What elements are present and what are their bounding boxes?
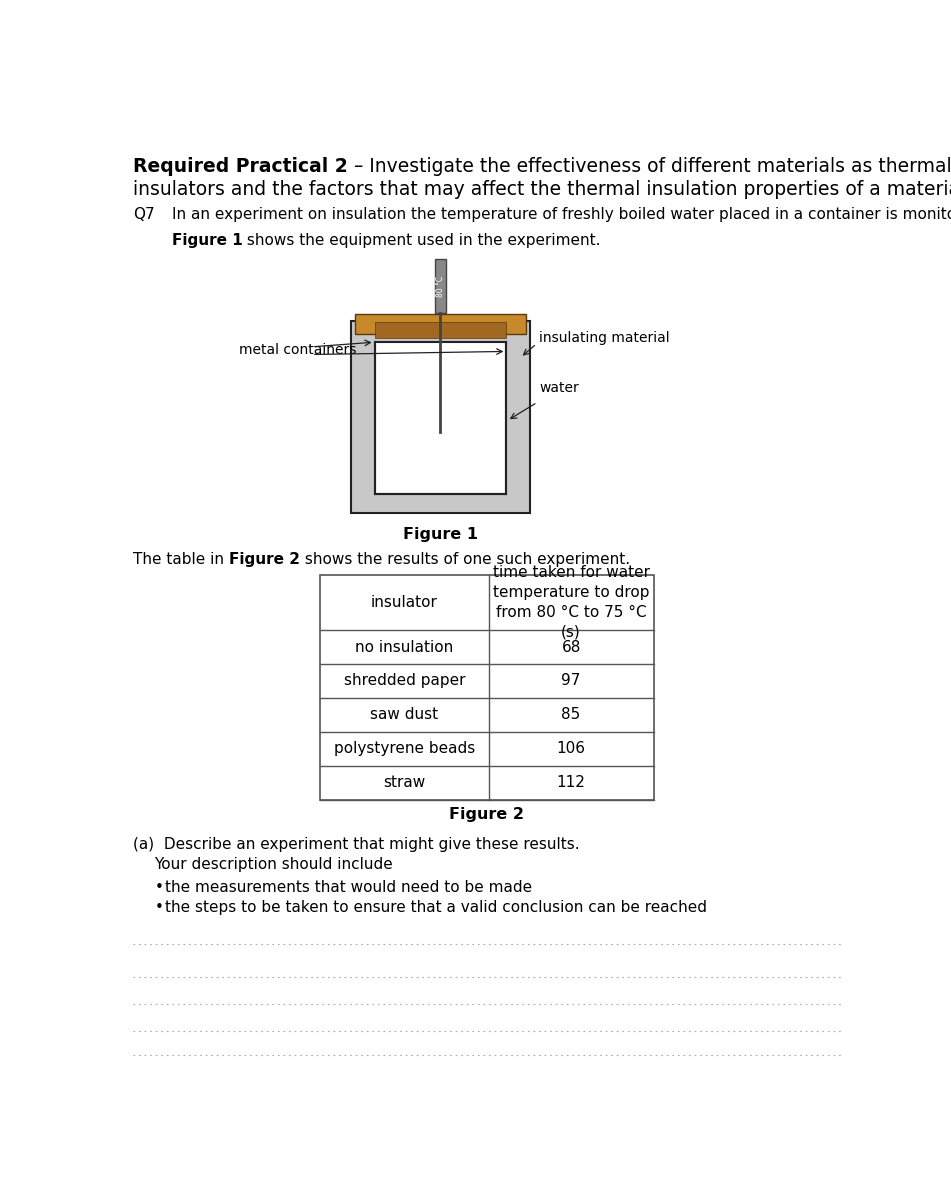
Text: – Investigate the effectiveness of different materials as thermal: – Investigate the effectiveness of diffe… bbox=[347, 158, 951, 176]
Text: 80 °C: 80 °C bbox=[436, 275, 445, 297]
Bar bbox=[356, 315, 526, 335]
Text: 68: 68 bbox=[561, 640, 581, 654]
Text: Figure 2: Figure 2 bbox=[450, 807, 525, 823]
Bar bbox=[351, 321, 530, 513]
Text: shredded paper: shredded paper bbox=[343, 673, 465, 689]
Text: Figure 1: Figure 1 bbox=[403, 527, 478, 542]
Text: Figure 2: Figure 2 bbox=[228, 551, 300, 567]
Text: 106: 106 bbox=[556, 742, 586, 756]
Text: saw dust: saw dust bbox=[370, 707, 438, 722]
Text: metal containers: metal containers bbox=[239, 343, 357, 356]
Bar bbox=[320, 575, 653, 800]
Text: insulating material: insulating material bbox=[539, 330, 670, 344]
Text: Your description should include: Your description should include bbox=[154, 856, 394, 872]
Text: polystyrene beads: polystyrene beads bbox=[334, 742, 476, 756]
Text: (a)  Describe an experiment that might give these results.: (a) Describe an experiment that might gi… bbox=[133, 836, 579, 852]
Text: straw: straw bbox=[383, 775, 426, 791]
Text: the steps to be taken to ensure that a valid conclusion can be reached: the steps to be taken to ensure that a v… bbox=[165, 899, 708, 915]
Text: Figure 1: Figure 1 bbox=[171, 233, 243, 248]
Text: 85: 85 bbox=[561, 707, 581, 722]
Text: no insulation: no insulation bbox=[356, 640, 454, 654]
Text: Q7: Q7 bbox=[133, 207, 154, 222]
Text: Required Practical 2: Required Practical 2 bbox=[133, 158, 347, 176]
Bar bbox=[320, 575, 653, 800]
Text: time taken for water
temperature to drop
from 80 °C to 75 °C
(s): time taken for water temperature to drop… bbox=[493, 566, 650, 640]
Text: 97: 97 bbox=[561, 673, 581, 689]
Text: •: • bbox=[154, 879, 164, 895]
Text: shows the results of one such experiment.: shows the results of one such experiment… bbox=[300, 551, 630, 567]
Text: insulators and the factors that may affect the thermal insulation properties of : insulators and the factors that may affe… bbox=[133, 181, 951, 200]
Text: In an experiment on insulation the temperature of freshly boiled water placed in: In an experiment on insulation the tempe… bbox=[171, 207, 951, 222]
Text: the measurements that would need to be made: the measurements that would need to be m… bbox=[165, 879, 533, 895]
Text: The table in: The table in bbox=[133, 551, 228, 567]
Text: water: water bbox=[540, 382, 579, 396]
Text: shows the equipment used in the experiment.: shows the equipment used in the experime… bbox=[243, 233, 601, 248]
Text: insulator: insulator bbox=[371, 594, 437, 610]
Bar bbox=[376, 322, 506, 337]
Text: 112: 112 bbox=[556, 775, 586, 791]
Text: •: • bbox=[154, 899, 164, 915]
Bar bbox=[375, 342, 506, 494]
Bar bbox=[436, 260, 445, 313]
